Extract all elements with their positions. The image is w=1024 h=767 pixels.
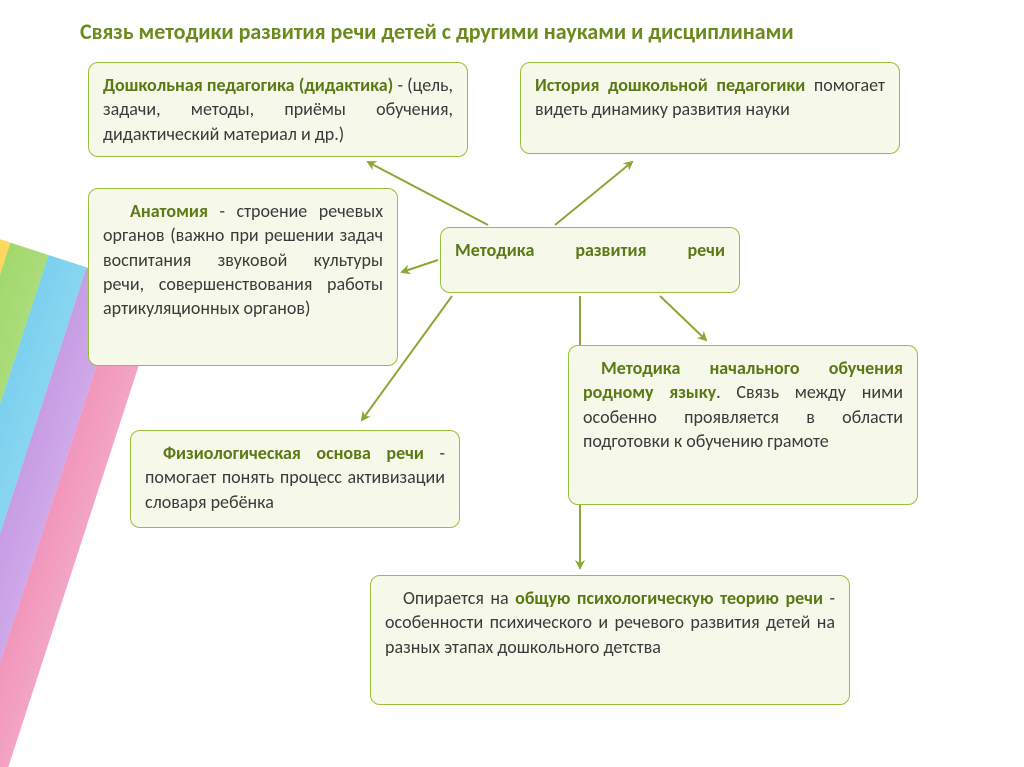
node-psychology-bold: общую психологическую теорию речи <box>515 587 823 609</box>
node-center-bold: Методика развития речи <box>455 238 725 262</box>
node-physiology: Физиологическая основа речи - помогает п… <box>130 430 460 528</box>
node-anatomy: Анатомия - строение речевых органов (важ… <box>88 188 398 366</box>
node-center: Методика развития речи <box>440 227 740 293</box>
node-pedagogy: Дошкольная педагогика (дидактика) - (цел… <box>88 62 468 157</box>
node-history-bold: История дошкольной педагогики <box>535 74 805 96</box>
node-native-language: Методика начального обучения родному язы… <box>568 345 918 505</box>
node-history: История дошкольной педагогики помогает в… <box>520 62 900 154</box>
node-psychology-pre: Опирается на <box>403 587 515 609</box>
node-physiology-bold: Физиологическая основа речи <box>163 442 424 464</box>
node-pedagogy-bold: Дошкольная педагогика (дидактика) <box>103 74 393 96</box>
node-psychology: Опирается на общую психологическую теори… <box>370 575 850 705</box>
page-title-text: Связь методики развития речи детей с дру… <box>80 18 794 45</box>
node-anatomy-bold: Анатомия <box>130 200 208 222</box>
page-title: Связь методики развития речи детей с дру… <box>80 18 794 45</box>
